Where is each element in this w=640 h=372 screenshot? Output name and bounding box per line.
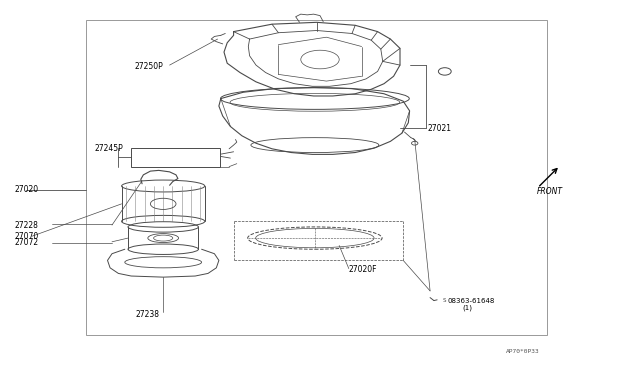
Text: 27021: 27021 xyxy=(428,124,452,133)
Text: 27020: 27020 xyxy=(14,185,38,194)
Text: 27070: 27070 xyxy=(14,232,38,241)
Text: 27020F: 27020F xyxy=(349,265,378,274)
Bar xyxy=(131,148,220,167)
Text: 27072: 27072 xyxy=(14,238,38,247)
Text: FRONT: FRONT xyxy=(536,187,563,196)
Text: 27228: 27228 xyxy=(14,221,38,230)
Text: AP70*0P33: AP70*0P33 xyxy=(506,349,540,354)
Text: 27245P: 27245P xyxy=(95,144,124,153)
Text: S: S xyxy=(443,298,447,303)
Text: 27250P: 27250P xyxy=(134,62,163,71)
Text: (1): (1) xyxy=(462,304,472,311)
Text: 08363-61648: 08363-61648 xyxy=(448,298,495,304)
Bar xyxy=(86,20,547,335)
Text: 27238: 27238 xyxy=(135,310,159,319)
